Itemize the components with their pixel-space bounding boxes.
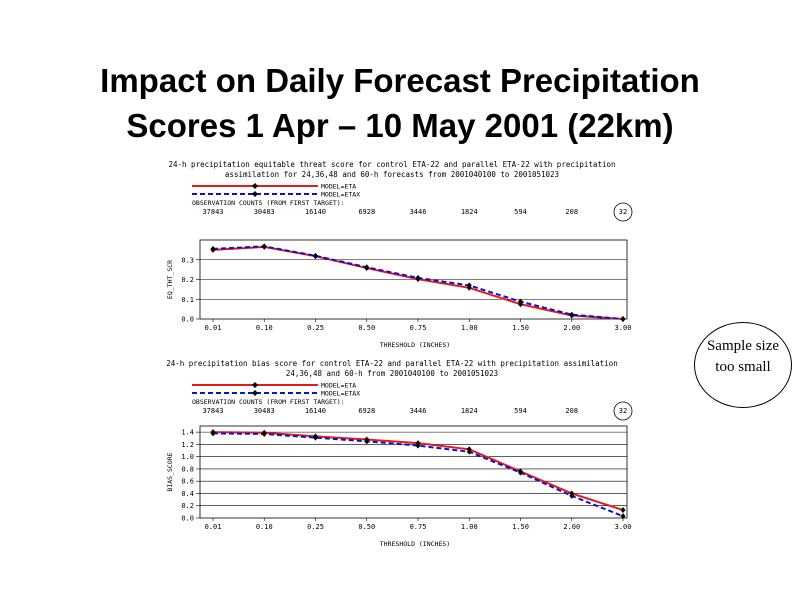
y-tick-label: 0.0 bbox=[181, 515, 194, 523]
series-line-etax bbox=[212, 245, 624, 320]
data-point bbox=[415, 274, 421, 281]
data-point bbox=[620, 507, 626, 514]
obs-count: 208 bbox=[565, 407, 578, 415]
x-tick-label: 0.01 bbox=[205, 523, 222, 531]
slide-title-line1: Impact on Daily Forecast Precipitation bbox=[100, 62, 700, 99]
last-count-circle bbox=[613, 401, 633, 421]
x-tick-label: 1.00 bbox=[461, 523, 478, 531]
obs-count: 3446 bbox=[410, 208, 427, 216]
y-tick-label: 0.2 bbox=[181, 502, 194, 510]
obs-count: 37843 bbox=[202, 208, 223, 216]
y-tick-label: 1.0 bbox=[181, 453, 194, 461]
legend-marker bbox=[252, 390, 258, 396]
legend-label: MODEL=ETA bbox=[321, 183, 356, 191]
data-point bbox=[466, 282, 472, 289]
last-count-circle bbox=[613, 202, 633, 222]
obs-count: 6928 bbox=[358, 407, 375, 415]
y-tick-label: 0.1 bbox=[181, 296, 194, 304]
x-tick-label: 1.50 bbox=[512, 523, 529, 531]
y-tick-label: 0.2 bbox=[181, 276, 194, 284]
x-tick-label: 3.00 bbox=[615, 523, 632, 531]
plot-frame bbox=[199, 425, 628, 519]
x-tick-label: 0.10 bbox=[256, 324, 273, 332]
sample-size-callout: Sample size too small bbox=[694, 322, 792, 408]
obs-count: 594 bbox=[514, 407, 527, 415]
y-tick-label: 0.3 bbox=[181, 256, 194, 264]
chart-title-line1: 24-h precipitation bias score for contro… bbox=[166, 359, 618, 368]
y-tick-label: 0.8 bbox=[181, 465, 194, 473]
legend-label: MODEL=ETAX bbox=[321, 390, 360, 398]
bias-score-chart: 24-h precipitation bias score for contro… bbox=[166, 359, 633, 548]
x-tick-label: 3.00 bbox=[615, 324, 632, 332]
obs-count: 208 bbox=[565, 208, 578, 216]
obs-count: 3446 bbox=[410, 407, 427, 415]
x-tick-label: 1.00 bbox=[461, 324, 478, 332]
obs-count: 30483 bbox=[254, 407, 275, 415]
obs-count: 30483 bbox=[254, 208, 275, 216]
x-tick-label: 0.01 bbox=[205, 324, 222, 332]
legend-label: MODEL=ETA bbox=[321, 382, 356, 390]
series-line-eta bbox=[212, 245, 624, 320]
data-point bbox=[261, 430, 267, 437]
x-tick-label: 0.75 bbox=[410, 324, 427, 332]
obs-count: 16140 bbox=[305, 208, 326, 216]
x-tick-label: 0.75 bbox=[410, 523, 427, 531]
x-tick-label: 0.25 bbox=[307, 324, 324, 332]
y-tick-label: 1.2 bbox=[181, 441, 194, 449]
data-point bbox=[210, 245, 216, 252]
slide-title: Impact on Daily Forecast Precipitation S… bbox=[0, 58, 800, 148]
obs-count: 594 bbox=[514, 208, 527, 216]
y-tick-label: 0.4 bbox=[181, 490, 194, 498]
x-tick-label: 0.25 bbox=[307, 523, 324, 531]
data-point bbox=[261, 243, 267, 250]
y-axis-label: EQ_THT_SCR bbox=[166, 260, 174, 299]
data-point bbox=[313, 252, 318, 259]
x-tick-label: 1.50 bbox=[512, 324, 529, 332]
obs-count: 6928 bbox=[358, 208, 375, 216]
data-point bbox=[364, 264, 370, 271]
y-tick-label: 0.0 bbox=[181, 316, 194, 324]
data-point bbox=[466, 448, 472, 455]
chart-title-line2: assimilation for 24,36,48 and 60-h forec… bbox=[225, 170, 559, 179]
obs-count: 37843 bbox=[202, 407, 223, 415]
chart-title-line2: 24,36,48 and 60-h from 2001040100 to 200… bbox=[286, 369, 498, 378]
x-axis-label: THRESHOLD (INCHES) bbox=[380, 341, 450, 349]
legend-marker bbox=[252, 183, 258, 189]
legend-marker bbox=[252, 191, 258, 197]
obs-count: 1824 bbox=[461, 407, 478, 415]
chart-title-line1: 24-h precipitation equitable threat scor… bbox=[168, 160, 615, 169]
y-axis-label: BIAS_SCORE bbox=[166, 452, 174, 491]
y-tick-label: 1.4 bbox=[181, 429, 194, 437]
data-point bbox=[518, 298, 523, 305]
obs-counts-label: OBSERVATION COUNTS (FROM FIRST TARGET): bbox=[192, 398, 345, 406]
callout-line1: Sample size bbox=[706, 338, 780, 354]
data-point bbox=[415, 442, 421, 449]
obs-count: 32 bbox=[619, 407, 627, 415]
series-line-etax bbox=[212, 432, 624, 518]
obs-count: 16140 bbox=[305, 407, 326, 415]
data-point bbox=[518, 469, 523, 476]
x-tick-label: 0.10 bbox=[256, 523, 273, 531]
legend-marker bbox=[252, 382, 258, 388]
x-axis-label: THRESHOLD (INCHES) bbox=[380, 540, 450, 548]
obs-counts-label: OBSERVATION COUNTS (FROM FIRST TARGET): bbox=[192, 199, 345, 207]
obs-count: 32 bbox=[619, 208, 627, 216]
data-point bbox=[313, 434, 318, 441]
equitable-threat-score-chart: 24-h precipitation equitable threat scor… bbox=[166, 160, 633, 349]
data-point bbox=[364, 438, 370, 445]
obs-count: 1824 bbox=[461, 208, 478, 216]
data-point bbox=[569, 311, 575, 318]
x-tick-label: 2.00 bbox=[563, 523, 580, 531]
x-tick-label: 2.00 bbox=[563, 324, 580, 332]
data-point bbox=[210, 430, 216, 437]
x-tick-label: 0.50 bbox=[358, 523, 375, 531]
data-point bbox=[569, 492, 575, 499]
data-point bbox=[620, 316, 626, 322]
y-tick-label: 0.6 bbox=[181, 478, 194, 486]
data-point bbox=[620, 513, 626, 520]
callout-line2: too small bbox=[715, 359, 771, 375]
legend-label: MODEL=ETAX bbox=[321, 191, 360, 199]
x-tick-label: 0.50 bbox=[358, 324, 375, 332]
slide-title-line2: Scores 1 Apr – 10 May 2001 (22km) bbox=[126, 107, 674, 144]
